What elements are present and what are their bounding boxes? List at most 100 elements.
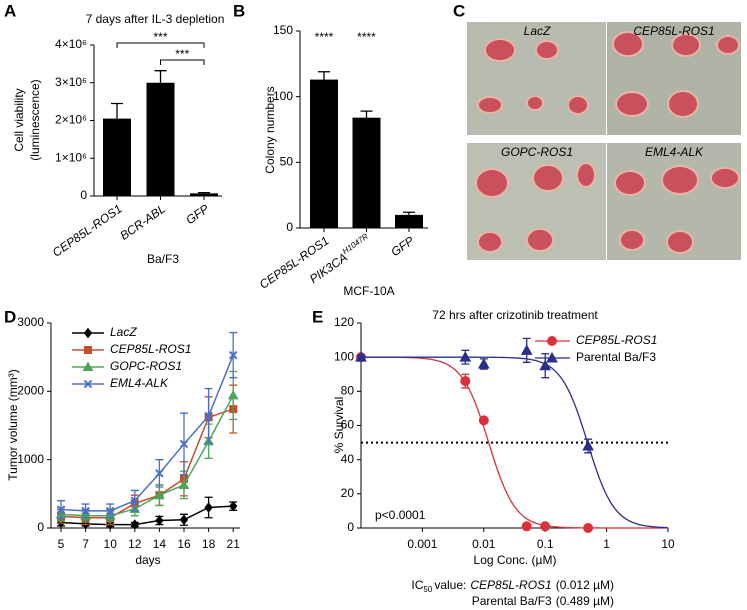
marker	[204, 502, 213, 513]
y-axis-label: Cell viability	[12, 88, 26, 151]
y-tick-label: 1×10⁶	[55, 150, 87, 164]
error-bar	[154, 70, 167, 83]
marker	[520, 344, 533, 355]
marker	[130, 496, 140, 505]
caption-text: IC	[411, 578, 423, 592]
caption: Parental Ba/F3 (0.489 µM)	[472, 594, 614, 608]
marker	[583, 523, 594, 533]
marker	[179, 514, 189, 526]
marker	[540, 521, 551, 532]
x-tick-label: 18	[202, 537, 216, 551]
caption-value: (0.012 µM)	[556, 578, 614, 592]
error-bar	[403, 211, 415, 215]
bar	[103, 118, 131, 196]
marker	[105, 506, 115, 516]
y-axis-label: % Survival	[332, 397, 346, 454]
panel-letter: C	[453, 1, 465, 20]
y-tick-label: 50	[280, 155, 294, 169]
y-tick-label: 100	[334, 349, 354, 363]
chart-title: 7 days after IL-3 depletion	[86, 12, 225, 26]
caption-text: value:	[434, 578, 466, 592]
significance: ***	[175, 47, 189, 61]
x-axis-label: days	[135, 553, 160, 567]
photo	[467, 22, 606, 135]
x-tick-label: 21	[227, 537, 241, 551]
legend-label: CEP85L-ROS1	[110, 342, 191, 356]
photo-label: LacZ	[524, 24, 551, 38]
marker	[539, 359, 552, 371]
y-tick-label: 0	[80, 188, 87, 202]
bar	[190, 193, 218, 196]
y-tick-label: 120	[334, 315, 354, 329]
y-tick-label: 0	[347, 520, 354, 534]
x-tick-label-sup: H1047R	[341, 232, 370, 256]
marker	[227, 389, 239, 400]
marker	[154, 489, 165, 500]
panel-letter: E	[312, 307, 323, 326]
marker	[459, 351, 472, 362]
bar	[352, 117, 381, 228]
caption-name: CEP85L-ROS1	[470, 578, 551, 592]
marker	[56, 505, 66, 514]
marker	[155, 469, 164, 478]
x-axis-label: Log Conc. (µM)	[474, 553, 557, 567]
tumors	[475, 31, 740, 254]
marker	[83, 379, 93, 389]
x-tick-label: 1	[603, 537, 610, 551]
line	[60, 395, 234, 517]
x-tick-label: 0.1	[537, 537, 554, 551]
legend-label: EML4-ALK	[110, 376, 169, 390]
photo-label: CEP85L-ROS1	[633, 24, 714, 38]
x-axis-label: Ba/F3	[147, 252, 179, 266]
marker	[478, 415, 489, 426]
y-tick-label: 80	[341, 384, 355, 398]
significance: ***	[153, 30, 167, 44]
y-tick-label: 0	[37, 520, 44, 534]
y-tick-label: 2×10⁶	[55, 113, 87, 127]
legend-label: GOPC-ROS1	[110, 359, 182, 373]
marker	[547, 336, 557, 346]
y-tick-label: 3000	[17, 315, 44, 329]
x-tick-label: GFP	[388, 234, 416, 260]
y-tick-label: 60	[341, 418, 355, 432]
significance: ****	[357, 30, 376, 44]
y-axis-label: Tumor volume (mm³)	[6, 369, 20, 481]
x-tick-label: 14	[153, 537, 167, 551]
marker	[178, 479, 190, 489]
y-tick-label: 40	[341, 452, 355, 466]
y-tick-label: 150	[273, 23, 293, 37]
marker	[477, 357, 490, 369]
x-tick-label: 5	[58, 537, 65, 551]
x-tick-label: 0.001	[407, 537, 437, 551]
caption: IC50 value: CEP85L-ROS1 (0.012 µM)	[411, 578, 614, 594]
line	[60, 354, 234, 512]
marker	[546, 351, 558, 363]
caption-name: Parental Ba/F3	[472, 594, 552, 608]
y-tick-label: 3×10⁶	[55, 75, 87, 89]
marker	[155, 515, 164, 526]
chart-title: 72 hrs after crizotinib treatment	[432, 308, 598, 322]
x-axis-label: MCF-10A	[343, 284, 394, 298]
annotation: p<0.0001	[375, 508, 426, 522]
y-tick-label: 2000	[17, 384, 44, 398]
marker	[81, 506, 90, 516]
y-tick-label: 1000	[17, 452, 44, 466]
bar	[310, 79, 338, 229]
line	[60, 505, 234, 526]
photo-label: GOPC-ROS1	[501, 145, 573, 159]
significance: ****	[315, 30, 334, 44]
bar	[146, 82, 175, 196]
x-tick-label: CEP85L-ROS1	[257, 234, 332, 292]
x-tick-label: 12	[128, 537, 142, 551]
panel-letter: A	[4, 1, 16, 20]
y-tick-label: 100	[273, 89, 293, 103]
caption-value: (0.489 µM)	[556, 594, 614, 608]
y-tick-label: 20	[341, 486, 355, 500]
marker	[355, 351, 367, 362]
marker	[582, 439, 594, 451]
marker	[83, 327, 93, 339]
error-bar	[111, 102, 123, 119]
legend-label: Parental Ba/F3	[576, 350, 656, 364]
error-bar	[318, 71, 330, 80]
